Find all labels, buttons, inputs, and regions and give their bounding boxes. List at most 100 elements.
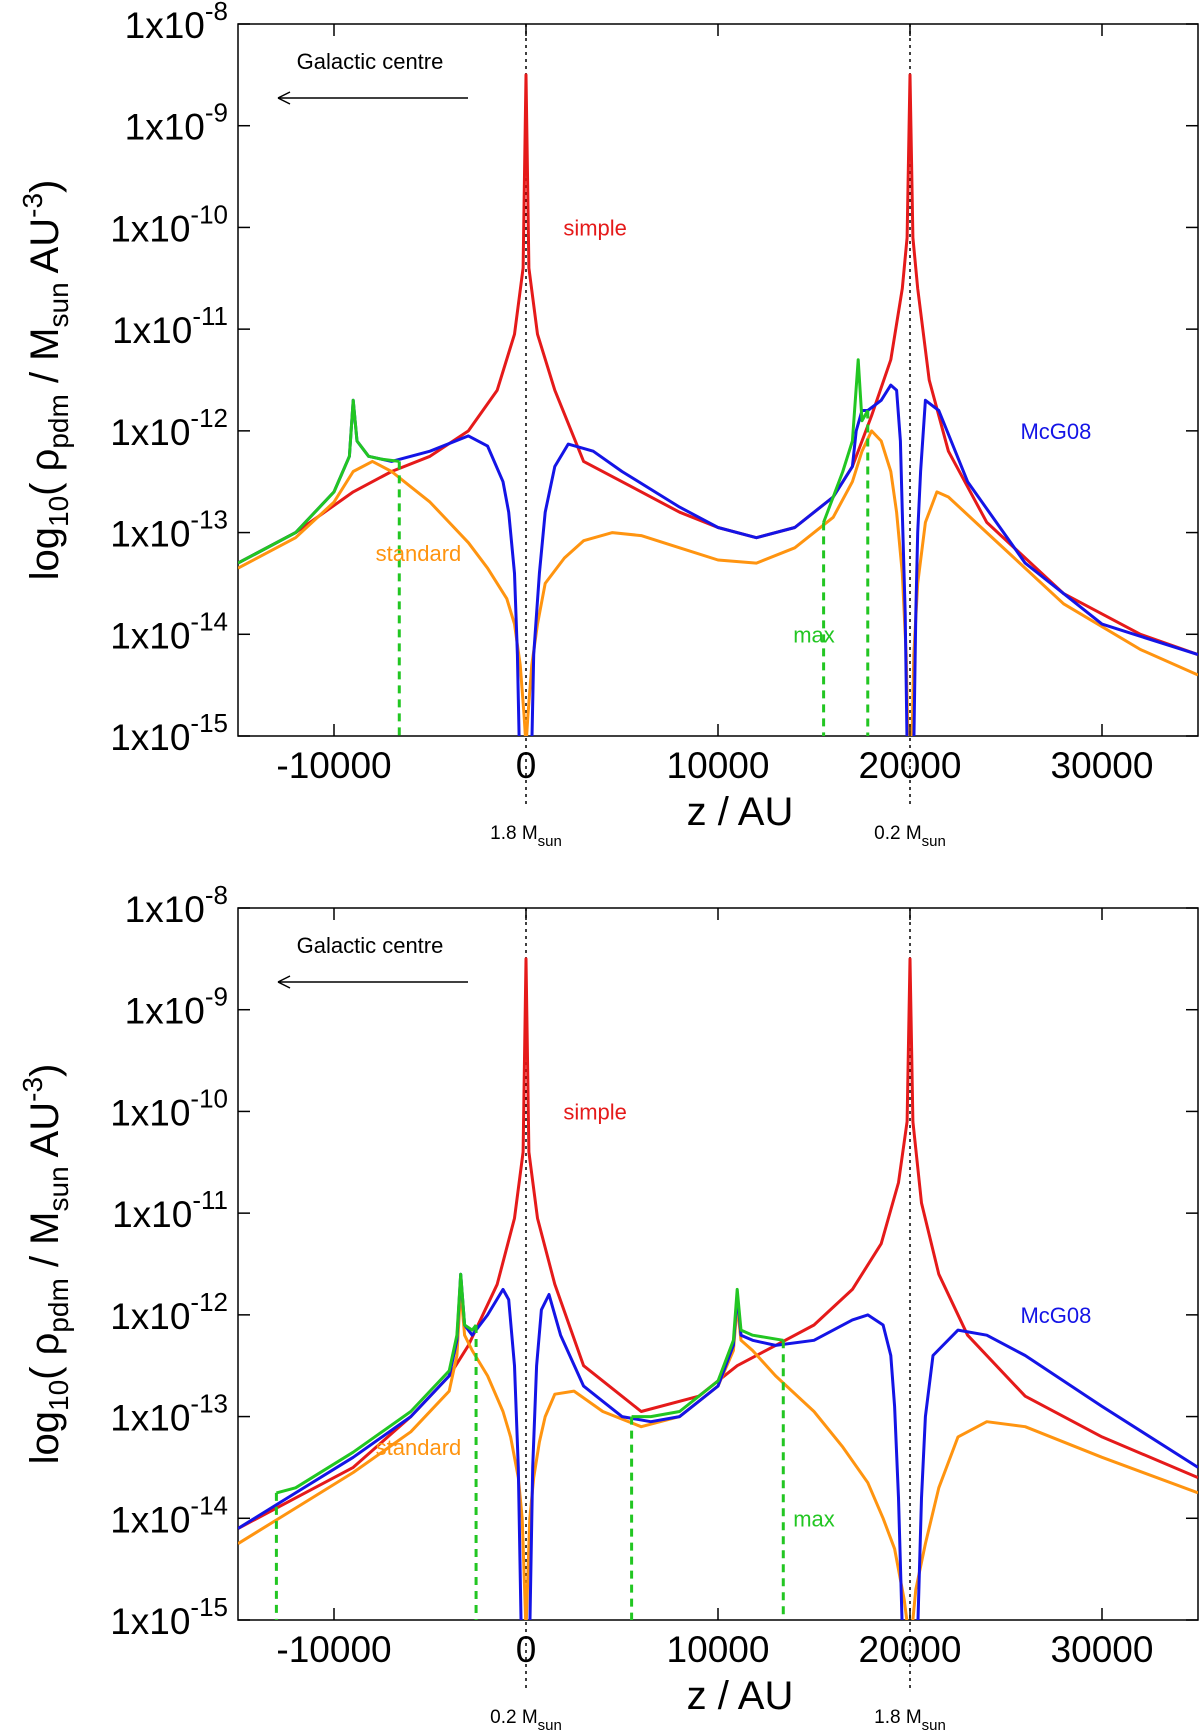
y-label-unit-sup: -3	[17, 193, 48, 218]
arrow-head	[277, 975, 291, 989]
y-tick-exponent: -9	[205, 98, 228, 128]
series-label-standard: standard	[376, 1435, 462, 1460]
mass-subscript: sun	[922, 1717, 946, 1734]
galactic-centre-label: Galactic centre	[297, 49, 444, 74]
y-label-rho: ( ρ	[23, 449, 67, 496]
y-tick-mantissa: 1x10	[125, 889, 205, 930]
y-tick-exponent: -13	[190, 505, 228, 535]
y-tick-exponent: -13	[190, 1389, 228, 1419]
series-max-line	[238, 398, 400, 565]
y-tick-mantissa: 1x10	[110, 717, 190, 758]
y-label-close: )	[23, 1064, 67, 1077]
bottom-panel: 0.2 Msun 1.8 Msun1x10-81x10-91x10-101x10-…	[17, 880, 1199, 1734]
series-mcg08-line	[238, 1272, 1198, 1620]
x-tick-label: 20000	[859, 745, 962, 786]
y-tick-exponent: -15	[190, 708, 228, 738]
y-label-rho-sub: pdm	[43, 1278, 74, 1332]
series-label-mcg08: McG08	[1020, 1303, 1091, 1328]
y-tick-label: 1x10-8	[125, 880, 228, 930]
y-tick-label: 1x10-8	[125, 0, 228, 46]
y-label-close: )	[23, 180, 67, 193]
x-tick-label: 10000	[667, 745, 770, 786]
y-tick-exponent: -15	[190, 1592, 228, 1622]
y-tick-label: 1x10-11	[112, 301, 228, 351]
y-tick-exponent: -8	[205, 0, 228, 26]
y-tick-mantissa: 1x10	[125, 991, 205, 1032]
y-label-unit: AU	[23, 1102, 67, 1166]
y-tick-mantissa: 1x10	[125, 5, 205, 46]
mass-value: 1.8 M	[874, 1707, 922, 1728]
series-max-line	[822, 358, 870, 523]
x-axis-label: z / AU	[687, 790, 794, 834]
mass-subscript: sun	[538, 833, 562, 850]
plot-frame	[237, 23, 1199, 737]
y-tick-mantissa: 1x10	[110, 1601, 190, 1642]
y-tick-exponent: -8	[205, 880, 228, 910]
x-tick-label: 20000	[859, 1629, 962, 1670]
series-max-line	[631, 1287, 784, 1419]
y-tick-label: 1x10-9	[125, 98, 228, 148]
mass-subscript: sun	[922, 833, 946, 850]
mass-subscript: sun	[538, 1717, 562, 1734]
y-label-rho: ( ρ	[23, 1333, 67, 1380]
x-tick-label: -10000	[276, 745, 391, 786]
y-tick-mantissa: 1x10	[110, 1092, 190, 1133]
y-tick-label: 1x10-10	[110, 199, 228, 249]
y-label-log-base: 10	[43, 496, 74, 527]
y-label-log-base: 10	[43, 1380, 74, 1411]
galactic-centre-label: Galactic centre	[297, 933, 444, 958]
series-mcg08-line	[238, 383, 1198, 736]
x-tick-label: 0	[516, 1629, 537, 1670]
y-tick-label: 1x10-12	[110, 1287, 228, 1337]
y-label-log: log	[23, 527, 67, 580]
series-label-simple: simple	[563, 1099, 627, 1124]
y-tick-exponent: -14	[190, 606, 228, 636]
y-tick-label: 1x10-10	[110, 1083, 228, 1133]
y-tick-label: 1x10-14	[110, 1490, 228, 1540]
mass-value: 0.2 M	[490, 1707, 538, 1728]
mass-label: 1.8 Msun	[490, 823, 562, 850]
x-tick-label: 10000	[667, 1629, 770, 1670]
series-standard-line	[238, 1287, 1198, 1620]
plot-area	[238, 73, 1198, 736]
plot-frame	[237, 907, 1199, 1621]
y-tick-exponent: -12	[190, 1287, 228, 1317]
y-tick-mantissa: 1x10	[112, 310, 192, 351]
series-label-max: max	[793, 622, 835, 647]
series-label-standard: standard	[376, 541, 462, 566]
x-tick-label: 0	[516, 745, 537, 786]
series-label-simple: simple	[563, 215, 627, 240]
y-label-mass-sub: sun	[43, 1166, 74, 1211]
y-tick-label: 1x10-9	[125, 982, 228, 1032]
y-label-rho-sub: pdm	[43, 394, 74, 448]
top-panel: 1.8 Msun 0.2 Msun1x10-81x10-91x10-101x10-…	[17, 0, 1199, 850]
y-tick-mantissa: 1x10	[110, 514, 190, 555]
y-tick-label: 1x10-13	[110, 1389, 228, 1439]
mass-label: 1.8 Msun	[874, 1707, 946, 1734]
y-tick-exponent: -10	[190, 1083, 228, 1113]
y-tick-exponent: -12	[190, 403, 228, 433]
y-tick-exponent: -9	[205, 982, 228, 1012]
series-simple-line	[238, 73, 1198, 657]
series-max-line	[276, 1272, 478, 1495]
y-tick-label: 1x10-12	[110, 403, 228, 453]
y-tick-label: 1x10-15	[110, 1592, 228, 1642]
y-label-log: log	[23, 1411, 67, 1464]
arrow-head	[277, 91, 291, 105]
y-tick-label: 1x10-13	[110, 505, 228, 555]
y-label-unit-sup: -3	[17, 1077, 48, 1102]
y-label-mass-sub: sun	[43, 282, 74, 327]
y-tick-mantissa: 1x10	[110, 1398, 190, 1439]
mass-value: 1.8 M	[490, 823, 538, 844]
y-tick-exponent: -11	[192, 301, 228, 331]
y-tick-mantissa: 1x10	[110, 412, 190, 453]
y-tick-label: 1x10-14	[110, 606, 228, 656]
x-tick-label: -10000	[276, 1629, 391, 1670]
mass-label: 0.2 Msun	[874, 823, 946, 850]
mass-label: 0.2 Msun	[490, 1707, 562, 1734]
y-tick-exponent: -14	[190, 1490, 228, 1520]
x-axis-label: z / AU	[687, 1674, 794, 1718]
y-tick-mantissa: 1x10	[110, 208, 190, 249]
y-tick-label: 1x10-11	[112, 1185, 228, 1235]
